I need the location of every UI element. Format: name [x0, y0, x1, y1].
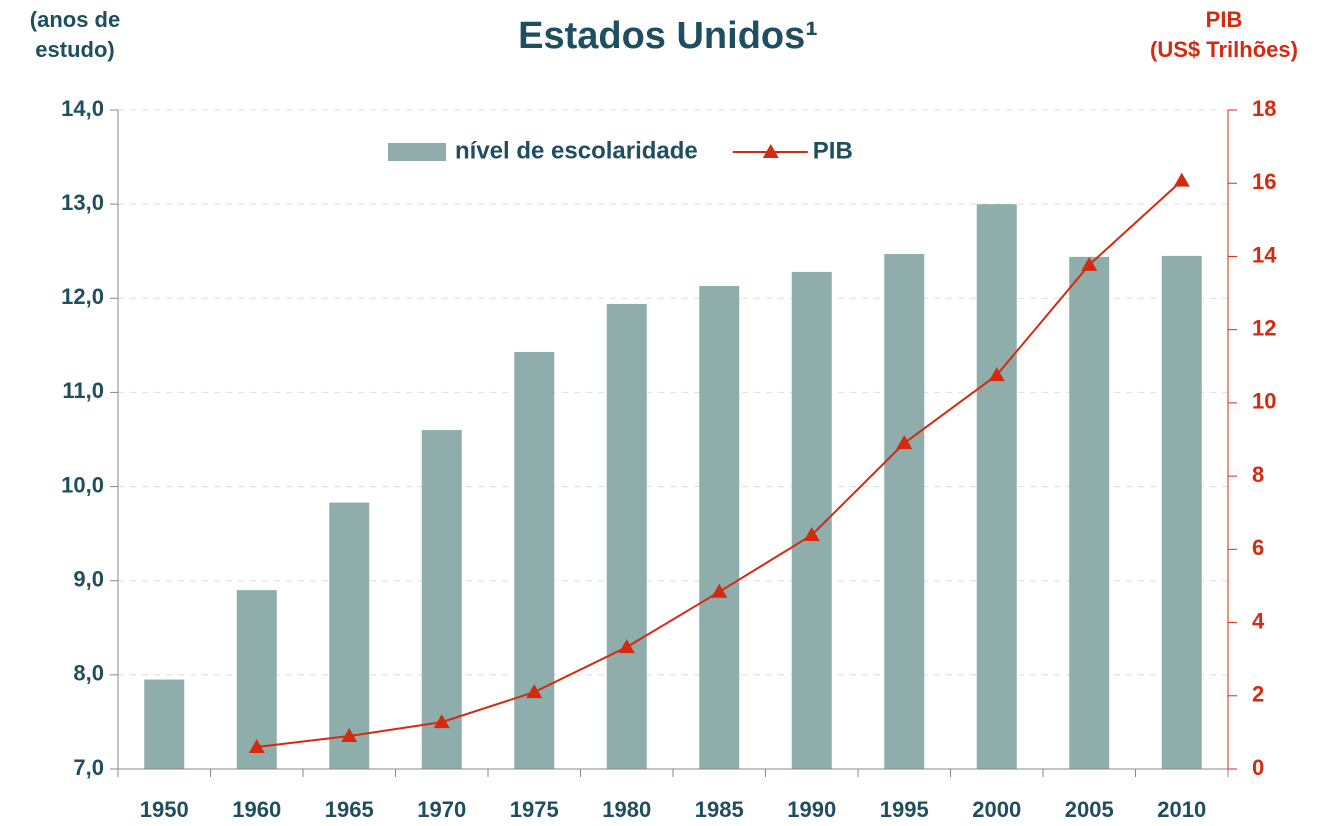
bar	[514, 351, 555, 769]
marker	[618, 639, 635, 654]
bar	[329, 502, 370, 769]
y2-axis-label: PIB (US$ Trilhões)	[1150, 7, 1298, 62]
x-tick-label: 1995	[880, 797, 929, 822]
y-tick-label: 12,0	[61, 284, 104, 309]
legend-swatch	[388, 143, 446, 161]
x-tick-label: 1990	[787, 797, 836, 822]
bar	[606, 303, 647, 769]
x-tick-label: 1980	[602, 797, 651, 822]
y2-tick-label: 14	[1252, 242, 1277, 267]
bar	[144, 679, 185, 769]
legend-label: PIB	[813, 137, 853, 164]
legend-label: nível de escolaridade	[455, 137, 698, 164]
bar	[1069, 256, 1110, 769]
y-tick-label: 10,0	[61, 472, 104, 497]
x-tick-label: 1970	[417, 797, 466, 822]
x-tick-label: 1950	[140, 797, 189, 822]
x-tick-label: 2010	[1157, 797, 1206, 822]
y2-tick-label: 2	[1252, 682, 1264, 707]
marker	[988, 367, 1005, 382]
legend-marker	[762, 144, 779, 158]
marker	[526, 684, 543, 699]
bar	[1161, 255, 1202, 769]
bar	[699, 286, 740, 769]
bar	[884, 254, 925, 769]
x-tick-label: 1960	[232, 797, 281, 822]
y-tick-label: 9,0	[73, 567, 104, 592]
y-axis-label: (anos de estudo)	[29, 7, 121, 62]
y2-tick-label: 4	[1252, 608, 1265, 633]
bar	[421, 430, 462, 769]
y2-tick-label: 12	[1252, 315, 1276, 340]
bar	[976, 204, 1017, 770]
marker	[896, 435, 913, 450]
x-tick-label: 2000	[972, 797, 1021, 822]
x-tick-label: 2005	[1065, 797, 1114, 822]
marker	[248, 739, 265, 754]
y2-tick-label: 6	[1252, 535, 1264, 560]
marker	[341, 728, 358, 743]
y-tick-label: 11,0	[62, 378, 104, 403]
marker	[711, 583, 728, 598]
y2-tick-label: 16	[1252, 169, 1276, 194]
y-tick-label: 8,0	[73, 661, 104, 686]
y2-tick-label: 10	[1252, 389, 1276, 414]
chart-title: Estados Unidos¹	[518, 15, 818, 57]
y2-tick-label: 0	[1252, 755, 1264, 780]
marker	[433, 714, 450, 729]
x-tick-label: 1985	[695, 797, 744, 822]
marker	[1173, 172, 1190, 187]
y2-tick-label: 18	[1252, 96, 1276, 121]
y-tick-label: 7,0	[73, 755, 104, 780]
marker	[1081, 256, 1098, 271]
y-tick-label: 14,0	[61, 96, 104, 121]
x-tick-label: 1975	[510, 797, 559, 822]
marker	[803, 527, 820, 542]
x-tick-label: 1965	[325, 797, 374, 822]
y-tick-label: 13,0	[61, 190, 104, 215]
y2-tick-label: 8	[1252, 462, 1264, 487]
